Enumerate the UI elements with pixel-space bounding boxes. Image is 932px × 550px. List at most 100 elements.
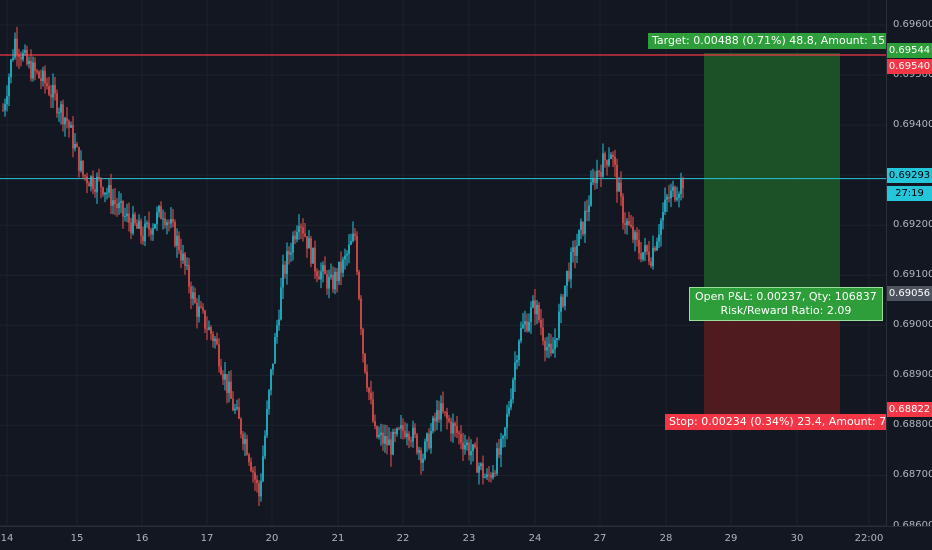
candle-body <box>160 206 162 219</box>
candle-body <box>500 438 502 455</box>
candle-body <box>270 369 272 391</box>
candle-body <box>278 319 280 326</box>
candle-body <box>302 227 304 234</box>
candlestick-chart[interactable] <box>0 0 886 526</box>
candle-body <box>634 232 636 240</box>
candle-body <box>580 221 582 230</box>
candle-body <box>82 160 84 176</box>
candle-body <box>194 292 196 303</box>
candle-body <box>644 245 646 253</box>
candle-body <box>592 178 594 183</box>
chart-plot-area[interactable]: Target: 0.00488 (0.71%) 48.8, Amount: 15… <box>0 0 886 526</box>
candle-body <box>60 104 62 113</box>
candle-body <box>484 476 486 478</box>
candle-body <box>208 327 210 330</box>
candle-body <box>26 49 28 64</box>
candle-body <box>352 233 354 242</box>
candle-body <box>116 204 118 209</box>
candle-body <box>122 201 124 217</box>
candle-body <box>32 62 34 79</box>
candle-body <box>336 271 338 281</box>
candle-body <box>358 271 360 299</box>
candle-body <box>218 344 220 367</box>
candle-body <box>102 187 104 195</box>
candle-body <box>674 186 676 200</box>
candle-body <box>370 392 372 400</box>
candle-body <box>376 426 378 438</box>
candle-body <box>264 435 266 457</box>
candle-body <box>546 347 548 351</box>
price-axis[interactable]: 0.696000.695000.694000.693000.692000.691… <box>886 0 932 531</box>
candle-body <box>40 78 42 82</box>
candle-body <box>466 442 468 446</box>
candle-body <box>512 379 514 400</box>
candle-body <box>374 421 376 427</box>
candle-body <box>224 374 226 380</box>
candle-body <box>346 253 348 256</box>
candle-body <box>492 472 494 478</box>
candle-body <box>540 319 542 328</box>
candle-body <box>378 434 380 438</box>
time-tick-label: 27 <box>593 533 607 544</box>
candle-body <box>166 222 168 226</box>
candle-body <box>502 436 504 439</box>
candle-body <box>470 451 472 456</box>
time-tick-label: 22:00 <box>854 533 884 544</box>
candle-body <box>584 210 586 235</box>
candle-body <box>170 218 172 224</box>
candle-body <box>404 431 406 438</box>
candle-body <box>402 425 404 432</box>
candle-body <box>46 83 48 87</box>
candle-body <box>468 442 470 456</box>
candle-body <box>274 336 276 364</box>
candle-body <box>196 302 198 317</box>
candle-body <box>366 371 368 388</box>
candle-body <box>362 329 364 354</box>
candle-body <box>450 421 452 434</box>
candle-body <box>472 444 474 452</box>
candle-body <box>104 192 106 195</box>
candle-body <box>490 475 492 478</box>
candle-body <box>254 472 256 480</box>
candle-body <box>212 334 214 342</box>
candle-body <box>518 340 520 361</box>
candle-body <box>138 220 140 229</box>
candle-body <box>70 124 72 128</box>
candle-body <box>596 170 598 184</box>
candle-body <box>262 456 264 481</box>
time-tick-label: 23 <box>462 533 476 544</box>
candle-body <box>526 321 528 331</box>
time-tick-label: 22 <box>396 533 410 544</box>
candle-body <box>528 321 530 331</box>
candle-body <box>414 427 416 435</box>
candle-body <box>520 328 522 341</box>
candle-body <box>462 442 464 450</box>
candle-body <box>318 276 320 280</box>
candle-body <box>640 253 642 260</box>
candle-body <box>186 264 188 266</box>
candle-body <box>304 233 306 237</box>
candle-body <box>314 247 316 272</box>
candle-body <box>228 381 230 393</box>
candle-body <box>532 300 534 308</box>
candle-body <box>586 210 588 212</box>
candle-body <box>626 221 628 225</box>
candle-body <box>204 310 206 329</box>
candle-body <box>158 206 160 213</box>
candle-body <box>252 470 254 473</box>
open-pl-line1: Open P&L: 0.00237, Qty: 106837 <box>695 290 877 303</box>
candle-body <box>144 223 146 242</box>
candle-body <box>294 235 296 240</box>
candle-body <box>338 261 340 281</box>
candle-body <box>444 411 446 413</box>
candle-body <box>426 433 428 442</box>
candle-body <box>610 154 612 160</box>
time-axis[interactable]: 14 15 16 17 20 21 22 23 24 27 28 29 30 22:00 <box>0 526 932 550</box>
candle-body <box>384 435 386 444</box>
candle-body <box>382 432 384 444</box>
candle-body <box>238 407 240 419</box>
candle-body <box>574 247 576 256</box>
candle-body <box>312 247 314 264</box>
candle-body <box>222 374 224 380</box>
candle-body <box>2 110 4 112</box>
